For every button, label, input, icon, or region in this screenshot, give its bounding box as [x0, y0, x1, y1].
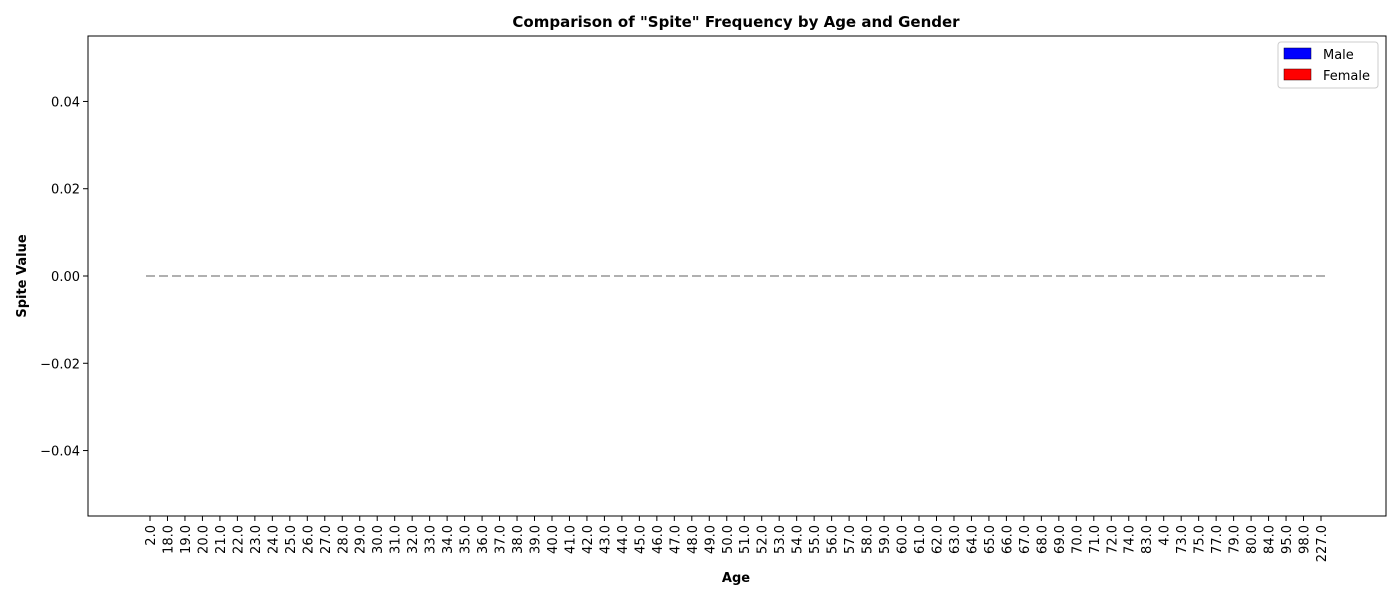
- x-tick-label: 77.0: [1210, 525, 1225, 554]
- x-tick-label: 24.0: [266, 525, 281, 554]
- x-tick-label: 227.0: [1315, 525, 1330, 562]
- x-tick-label: 65.0: [983, 525, 998, 554]
- legend-swatch-male: [1283, 47, 1312, 60]
- x-tick-label: 47.0: [668, 525, 683, 554]
- x-tick-label: 58.0: [861, 525, 876, 554]
- x-tick-label: 83.0: [1140, 525, 1155, 554]
- x-tick-label: 37.0: [494, 525, 509, 554]
- x-tick-label: 64.0: [965, 525, 980, 554]
- x-tick-label: 59.0: [878, 525, 893, 554]
- y-axis: 0.04 0.02 0.00 −0.02 −0.04: [40, 95, 88, 460]
- x-tick-label: 63.0: [948, 525, 963, 554]
- x-tick-label: 71.0: [1088, 525, 1103, 554]
- x-tick-label: 21.0: [214, 525, 229, 554]
- x-tick-label: 32.0: [406, 525, 421, 554]
- x-tick-label: 67.0: [1018, 525, 1033, 554]
- x-tick-label: 80.0: [1245, 525, 1260, 554]
- x-tick-label: 61.0: [913, 525, 928, 554]
- x-tick-label: 74.0: [1123, 525, 1138, 554]
- y-tick-label: −0.02: [40, 357, 80, 372]
- x-tick-label: 75.0: [1193, 525, 1208, 554]
- x-tick-label: 51.0: [738, 525, 753, 554]
- y-tick-label: 0.00: [51, 270, 80, 285]
- x-tick-label: 68.0: [1035, 525, 1050, 554]
- x-tick-label: 72.0: [1105, 525, 1120, 554]
- x-tick-label: 62.0: [930, 525, 945, 554]
- x-tick-label: 36.0: [476, 525, 491, 554]
- y-axis-label: Spite Value: [15, 234, 30, 318]
- x-tick-label: 29.0: [354, 525, 369, 554]
- x-tick-label: 2.0: [144, 525, 159, 546]
- x-tick-label: 46.0: [651, 525, 666, 554]
- x-tick-label: 41.0: [563, 525, 578, 554]
- x-tick-label: 44.0: [616, 525, 631, 554]
- x-tick-label: 52.0: [756, 525, 771, 554]
- x-tick-label: 22.0: [231, 525, 246, 554]
- legend-label-male: Male: [1323, 48, 1354, 63]
- x-tick-label: 69.0: [1053, 525, 1068, 554]
- x-tick-label: 54.0: [791, 525, 806, 554]
- x-tick-label: 50.0: [721, 525, 736, 554]
- x-tick-label: 70.0: [1070, 525, 1085, 554]
- x-tick-label: 49.0: [703, 525, 718, 554]
- x-tick-label: 27.0: [319, 525, 334, 554]
- x-tick-label: 57.0: [843, 525, 858, 554]
- x-tick-label: 18.0: [161, 525, 176, 554]
- x-tick-label: 30.0: [371, 525, 386, 554]
- x-tick-label: 35.0: [459, 525, 474, 554]
- x-tick-label: 45.0: [633, 525, 648, 554]
- x-tick-label: 42.0: [581, 525, 596, 554]
- x-tick-label: 95.0: [1280, 525, 1295, 554]
- x-tick-label: 98.0: [1298, 525, 1313, 554]
- legend-swatch-female: [1283, 68, 1312, 81]
- x-tick-label: 20.0: [196, 525, 211, 554]
- x-tick-label: 73.0: [1175, 525, 1190, 554]
- x-tick-label: 55.0: [808, 525, 823, 554]
- x-tick-label: 31.0: [389, 525, 404, 554]
- x-tick-label: 66.0: [1000, 525, 1015, 554]
- x-tick-label: 39.0: [529, 525, 544, 554]
- x-tick-label: 84.0: [1263, 525, 1278, 554]
- legend-label-female: Female: [1323, 69, 1370, 84]
- x-tick-label: 60.0: [896, 525, 911, 554]
- x-tick-label: 48.0: [686, 525, 701, 554]
- x-tick-label: 4.0: [1158, 525, 1173, 546]
- x-axis: 2.0 18.0 19.0 20.0 21.0 22.0 23.0 24.0 25.0 26.0 2…: [144, 516, 1330, 562]
- x-tick-label: 38.0: [511, 525, 526, 554]
- chart-title: Comparison of "Spite" Frequency by Age a…: [512, 13, 960, 31]
- x-tick-label: 79.0: [1228, 525, 1243, 554]
- x-tick-label: 25.0: [284, 525, 299, 554]
- x-tick-label: 26.0: [301, 525, 316, 554]
- x-tick-label: 34.0: [441, 525, 456, 554]
- y-tick-label: 0.04: [51, 95, 80, 110]
- legend: Male Female: [1277, 41, 1379, 89]
- y-tick-label: −0.04: [40, 445, 80, 460]
- x-tick-label: 19.0: [179, 525, 194, 554]
- x-tick-label: 23.0: [249, 525, 264, 554]
- y-tick-label: 0.02: [51, 183, 80, 198]
- x-axis-label: Age: [722, 571, 750, 586]
- x-tick-label: 33.0: [424, 525, 439, 554]
- x-tick-label: 43.0: [598, 525, 613, 554]
- x-tick-label: 40.0: [546, 525, 561, 554]
- x-tick-label: 56.0: [826, 525, 841, 554]
- x-tick-label: 28.0: [336, 525, 351, 554]
- x-tick-label: 53.0: [773, 525, 788, 554]
